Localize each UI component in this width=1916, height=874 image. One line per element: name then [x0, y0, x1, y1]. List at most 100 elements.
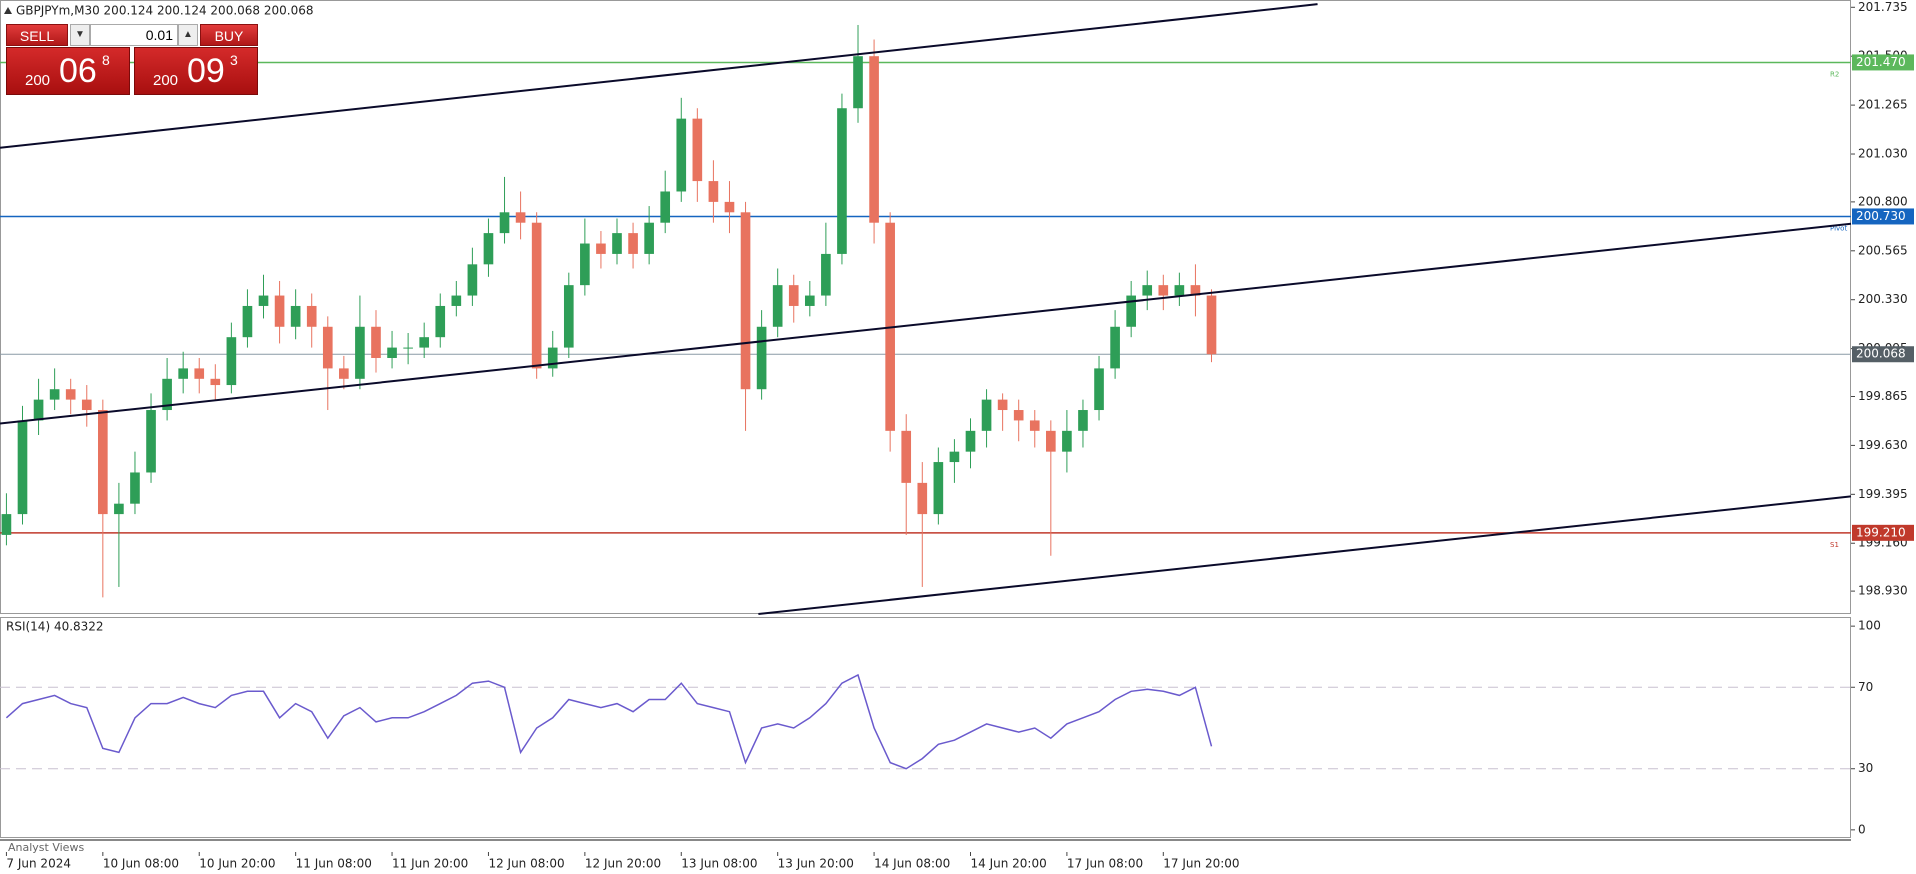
- candle-body: [49, 389, 60, 400]
- candle-body: [290, 305, 301, 327]
- candle-body: [981, 399, 992, 431]
- y-tick-label: 200.565: [1858, 243, 1908, 257]
- candle-body: [81, 399, 92, 411]
- last-price-box: [1852, 346, 1914, 363]
- bid-small: 8: [102, 52, 110, 68]
- symbol-header: GBPJPYm,M30 200.124 200.124 200.068 200.…: [16, 4, 314, 18]
- candle-body: [1062, 430, 1072, 452]
- x-tick-label: 11 Jun 08:00: [296, 857, 372, 871]
- level-tag: R2: [1830, 70, 1839, 78]
- candle-body: [949, 451, 960, 463]
- lots-down[interactable]: ▼: [70, 24, 90, 46]
- x-tick-label: 13 Jun 20:00: [778, 857, 854, 871]
- candle-body: [676, 118, 687, 192]
- candle-body: [756, 326, 767, 390]
- ask-price[interactable]: 200 09 3: [134, 47, 258, 95]
- candle-body: [869, 56, 879, 223]
- candle-body: [1158, 285, 1169, 296]
- candle-body: [628, 233, 638, 254]
- candle-body: [499, 212, 510, 234]
- candle-body: [1046, 430, 1056, 452]
- candle-body: [708, 181, 719, 202]
- trend-line: [758, 495, 1852, 615]
- candle-body: [788, 285, 799, 306]
- candle-body: [837, 108, 847, 254]
- candle-body: [146, 410, 156, 473]
- last-price-label: 200.068: [1856, 347, 1906, 361]
- candle-body: [531, 222, 542, 369]
- level-label: 200.730: [1856, 209, 1906, 223]
- candle-body: [1142, 285, 1153, 296]
- candle-body: [162, 378, 172, 411]
- level-box: [1852, 208, 1914, 225]
- y-tick-label: 200.330: [1858, 292, 1908, 306]
- candle-body: [306, 305, 317, 327]
- candle-body: [644, 222, 654, 254]
- candle-body: [339, 368, 349, 379]
- y-tick-label: 100: [1858, 619, 1881, 633]
- rsi-title: RSI(14) 40.8322: [6, 620, 104, 634]
- rsi-frame: [0, 617, 1851, 838]
- level-box: [1852, 54, 1914, 71]
- x-tick-label: 17 Jun 20:00: [1163, 857, 1239, 871]
- buy-button[interactable]: BUY: [200, 24, 258, 46]
- price-frame: [0, 0, 1851, 614]
- candle-body: [483, 233, 494, 265]
- candle-body: [226, 337, 237, 386]
- y-tick-label: 199.630: [1858, 438, 1908, 452]
- candle-body: [210, 378, 221, 386]
- candle-body: [804, 295, 815, 306]
- trend-line: [0, 3, 1318, 149]
- candle-body: [580, 243, 590, 286]
- candle-body: [65, 389, 76, 400]
- y-tick-label: 198.930: [1858, 584, 1908, 598]
- candle-body: [965, 430, 976, 452]
- y-tick-label: 200.800: [1858, 194, 1908, 208]
- candle-body: [355, 326, 365, 379]
- level-label: 201.470: [1856, 55, 1906, 69]
- candle-body: [98, 410, 108, 515]
- candle-body: [1, 514, 12, 535]
- candle-body: [933, 462, 944, 515]
- x-tick-label: 14 Jun 08:00: [874, 857, 950, 871]
- candle-body: [1029, 420, 1040, 431]
- x-tick-label: 10 Jun 08:00: [103, 857, 179, 871]
- x-tick-label: 10 Jun 20:00: [199, 857, 275, 871]
- candle-body: [1013, 410, 1024, 421]
- candle-body: [467, 264, 478, 296]
- candle-body: [1094, 368, 1104, 411]
- candle-body: [242, 305, 253, 338]
- y-tick-label: 201.030: [1858, 147, 1908, 161]
- bid-price[interactable]: 200 06 8: [6, 47, 130, 95]
- y-tick-label: 70: [1858, 680, 1873, 694]
- candle-body: [403, 347, 413, 349]
- rsi-line: [5, 673, 1213, 770]
- candle-body: [194, 368, 205, 379]
- candle-body: [33, 399, 44, 421]
- y-tick-label: 0: [1858, 822, 1866, 836]
- candle-body: [419, 337, 430, 348]
- candle-body: [1206, 295, 1217, 355]
- candle-body: [1190, 285, 1201, 296]
- trend-line: [0, 222, 1852, 425]
- candle-body: [901, 430, 912, 483]
- candle-body: [114, 503, 124, 515]
- candle-body: [917, 482, 928, 515]
- lots-input[interactable]: 0.01: [90, 24, 178, 46]
- candle-body: [1078, 410, 1088, 431]
- collapse-icon[interactable]: [4, 7, 12, 14]
- y-tick-label: 201.265: [1858, 98, 1908, 112]
- candle-body: [1126, 295, 1136, 327]
- lots-up[interactable]: ▲: [178, 24, 198, 46]
- sell-button[interactable]: SELL: [6, 24, 68, 46]
- candle-body: [821, 253, 831, 296]
- candle-body: [322, 326, 333, 369]
- level-box: [1852, 524, 1914, 541]
- ask-big: 200: [153, 72, 179, 89]
- candle-body: [435, 305, 446, 338]
- candle-body: [692, 118, 703, 182]
- analyst-views[interactable]: Analyst Views: [8, 841, 84, 854]
- candle-body: [547, 347, 558, 369]
- x-tick-label: 7 Jun 2024: [6, 857, 71, 871]
